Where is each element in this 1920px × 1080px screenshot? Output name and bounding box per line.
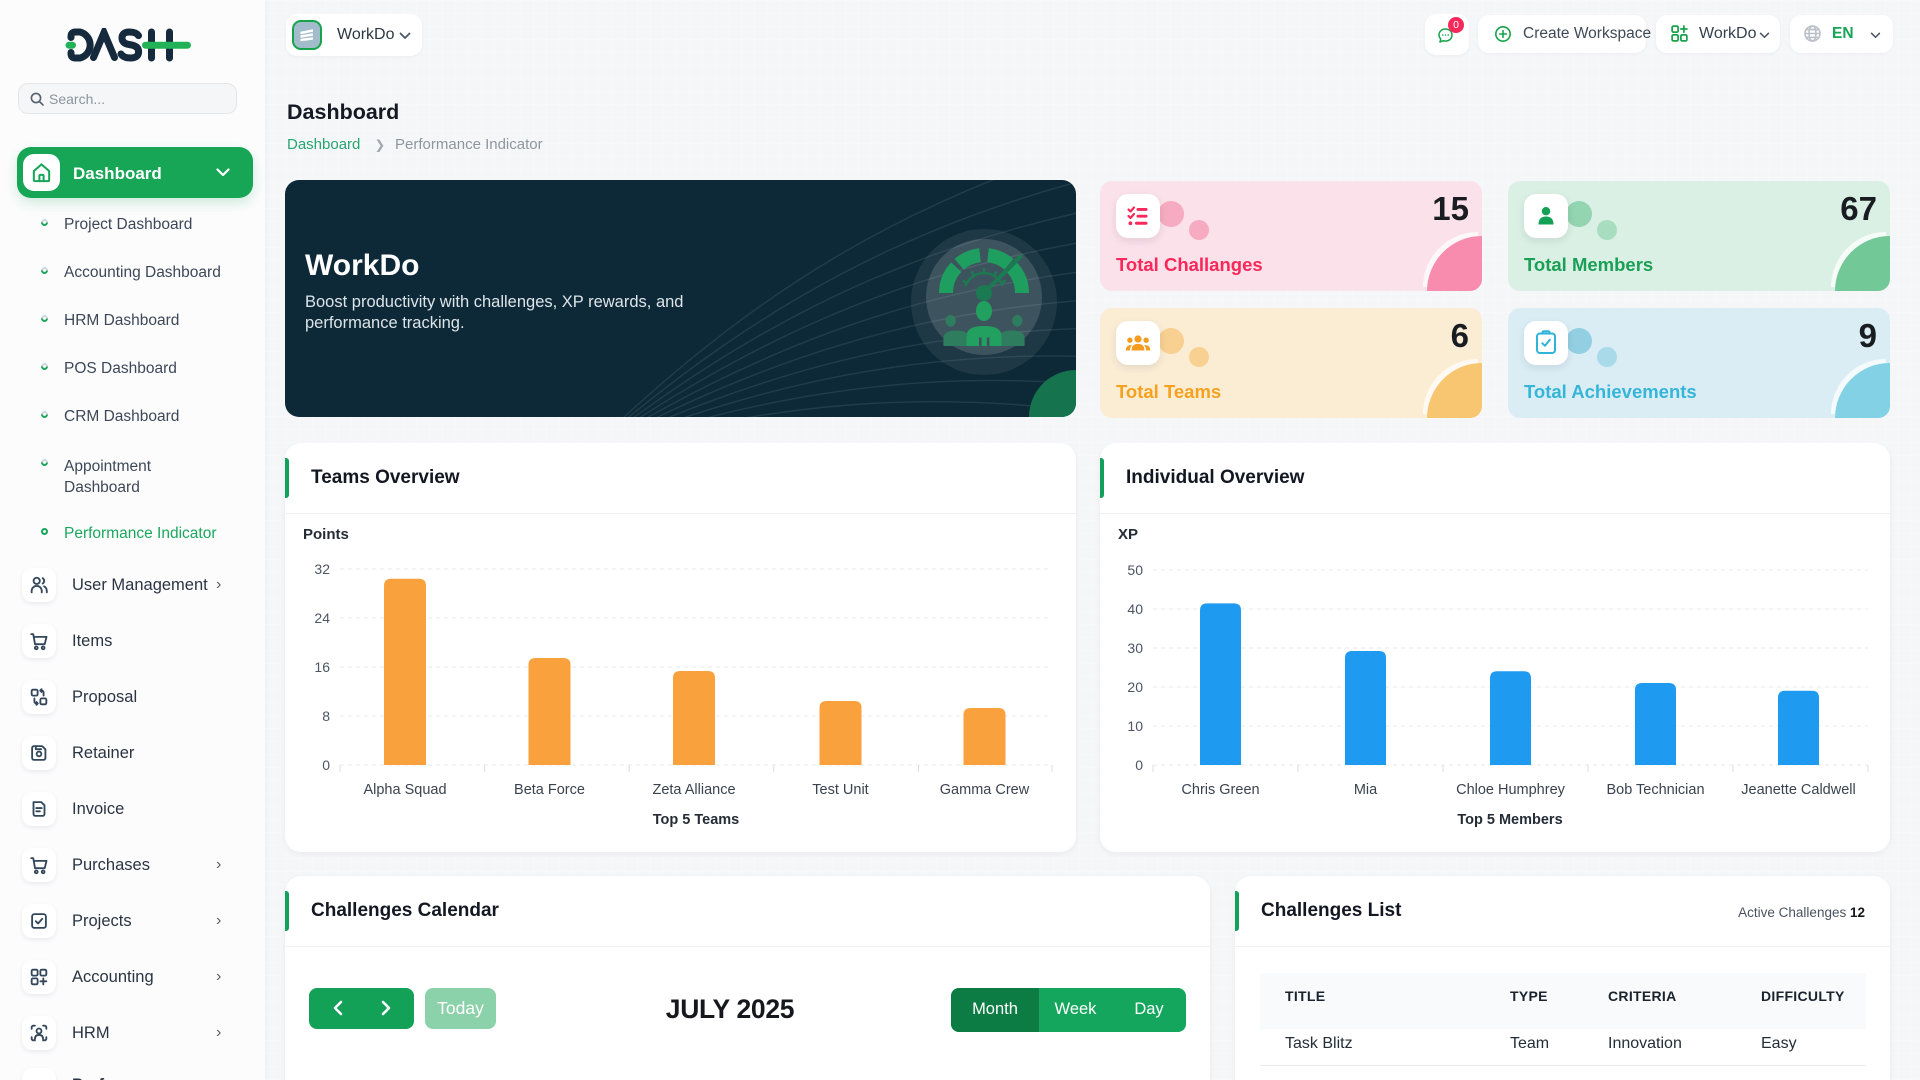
svg-text:0: 0 bbox=[322, 757, 330, 773]
svg-text:Chris Green: Chris Green bbox=[1181, 782, 1259, 798]
svg-text:Chloe Humphrey: Chloe Humphrey bbox=[1456, 782, 1566, 798]
svg-text:Beta Force: Beta Force bbox=[514, 782, 585, 798]
svg-text:Top 5 Teams: Top 5 Teams bbox=[653, 812, 739, 828]
svg-text:Alpha Squad: Alpha Squad bbox=[363, 782, 446, 798]
svg-text:40: 40 bbox=[1127, 601, 1143, 617]
svg-text:10: 10 bbox=[1127, 718, 1143, 734]
svg-text:32: 32 bbox=[314, 561, 330, 577]
svg-text:Points: Points bbox=[303, 526, 349, 543]
svg-text:Top 5 Members: Top 5 Members bbox=[1457, 812, 1562, 828]
svg-text:Zeta Alliance: Zeta Alliance bbox=[652, 782, 735, 798]
svg-text:0: 0 bbox=[1135, 757, 1143, 773]
svg-text:16: 16 bbox=[314, 659, 330, 675]
svg-text:20: 20 bbox=[1127, 679, 1143, 695]
svg-text:8: 8 bbox=[322, 708, 330, 724]
svg-text:Bob Technician: Bob Technician bbox=[1606, 782, 1704, 798]
svg-text:XP: XP bbox=[1118, 526, 1138, 543]
svg-text:Test Unit: Test Unit bbox=[812, 782, 868, 798]
svg-text:Gamma Crew: Gamma Crew bbox=[940, 782, 1030, 798]
svg-text:Mia: Mia bbox=[1354, 782, 1378, 798]
svg-text:50: 50 bbox=[1127, 562, 1143, 578]
svg-text:Jeanette Caldwell: Jeanette Caldwell bbox=[1741, 782, 1855, 798]
svg-text:30: 30 bbox=[1127, 640, 1143, 656]
svg-text:24: 24 bbox=[314, 610, 330, 626]
